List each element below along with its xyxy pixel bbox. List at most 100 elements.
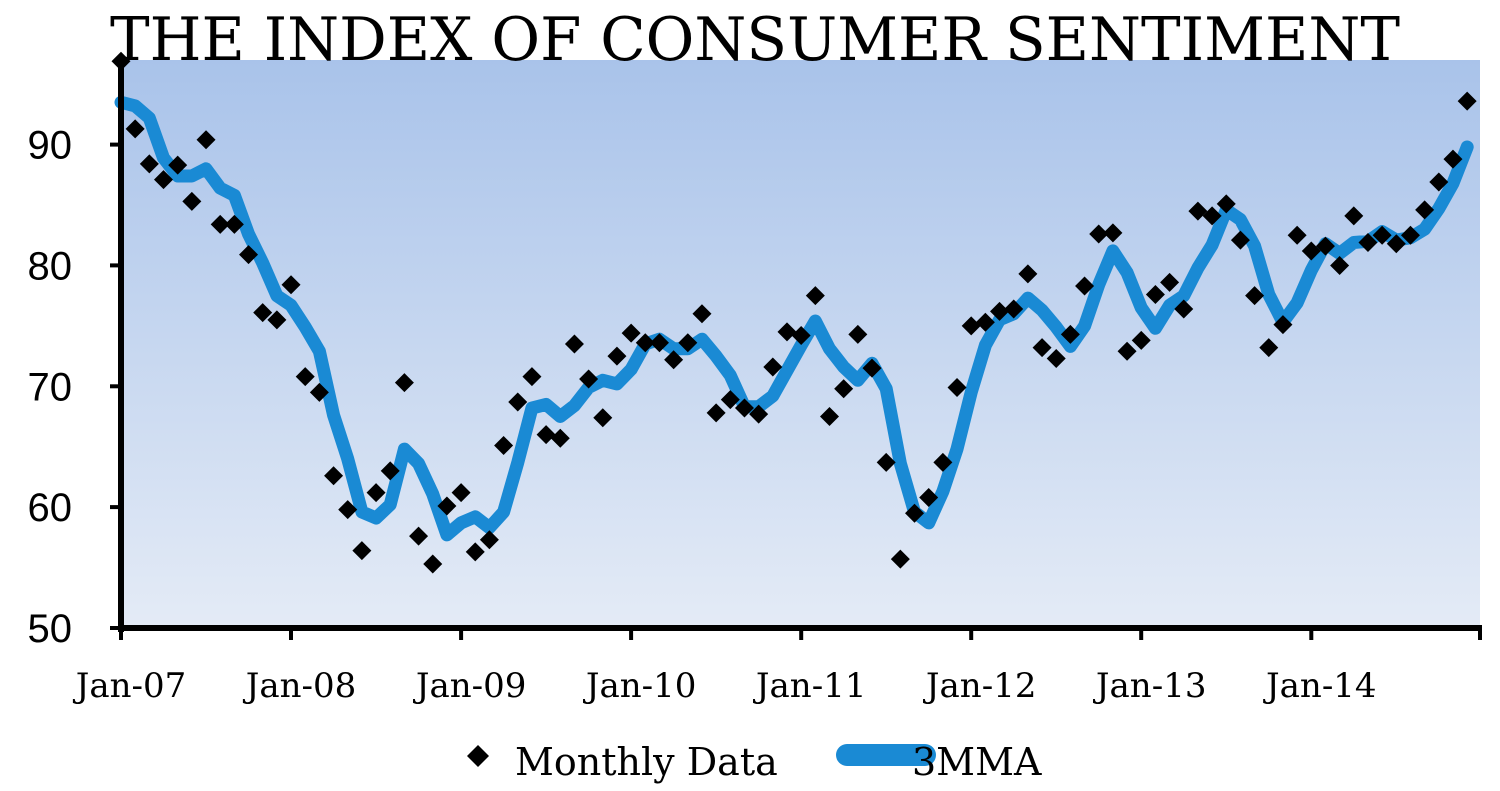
monthly-data-point: [990, 301, 1010, 321]
monthly-data-point: [777, 322, 797, 342]
y-tick-label: 80: [28, 244, 73, 288]
x-axis-ticks: Jan-07 Jan-08 Jan-09 Jan-10 Jan-11 Jan-12 Jan-…: [73, 628, 1482, 706]
monthly-data-point: [536, 425, 556, 445]
monthly-data-point: [720, 390, 740, 410]
monthly-data-point: [1386, 234, 1406, 254]
monthly-data-point: [1032, 338, 1052, 358]
monthly-data-point: [508, 392, 528, 412]
monthly-data-point: [366, 483, 386, 503]
y-tick-label: 50: [28, 607, 73, 651]
monthly-data-point: [423, 554, 443, 574]
legend-label-monthly: Monthly Data: [515, 740, 778, 784]
y-tick-label: 90: [28, 124, 73, 168]
monthly-data-point: [1075, 276, 1095, 296]
monthly-data-point: [593, 408, 613, 428]
monthly-data-point: [1046, 349, 1066, 369]
y-tick-label: 70: [28, 365, 73, 409]
monthly-data-point: [649, 333, 669, 353]
monthly-data-point: [734, 398, 754, 418]
monthly-data-point: [125, 119, 145, 139]
x-tick-label: Jan-14: [1263, 666, 1377, 706]
monthly-data-point: [154, 170, 174, 190]
monthly-data-point: [1060, 324, 1080, 344]
monthly-data-point: [168, 155, 188, 175]
monthly-data-point: [749, 404, 769, 424]
monthly-data-point: [196, 130, 216, 150]
monthly-data-point: [1117, 341, 1137, 361]
x-tick-label: Jan-10: [583, 666, 697, 706]
monthly-data-point: [1216, 194, 1236, 214]
monthly-data-point: [1103, 223, 1123, 243]
monthly-data-point: [139, 154, 159, 174]
monthly-data-point: [919, 487, 939, 507]
legend-diamond-icon: [467, 745, 489, 767]
x-tick-label: Jan-12: [923, 666, 1037, 706]
series-layer: [111, 51, 1477, 574]
monthly-data-point: [1145, 284, 1165, 304]
x-tick-label: Jan-11: [753, 666, 867, 706]
monthly-data-point: [1415, 200, 1435, 220]
monthly-data-point: [805, 286, 825, 306]
monthly-data-point: [607, 346, 627, 366]
x-tick-label: Jan-08: [243, 666, 357, 706]
monthly-data-point: [890, 549, 910, 569]
monthly-data-point: [1174, 299, 1194, 319]
monthly-data-point: [1358, 232, 1378, 252]
monthly-data-point: [947, 378, 967, 398]
monthly-data-point: [1457, 91, 1477, 111]
monthly-data-point: [479, 530, 499, 550]
monthly-data-point: [380, 461, 400, 481]
monthly-data-point: [848, 324, 868, 344]
monthly-data-point: [309, 382, 329, 402]
legend: Monthly Data 3MMA: [467, 740, 1042, 784]
monthly-data-point: [621, 323, 641, 343]
monthly-data-point: [494, 436, 514, 456]
monthly-data-point: [1429, 172, 1449, 192]
monthly-data-point: [706, 403, 726, 423]
monthly-data-point: [1160, 272, 1180, 292]
y-tick-label: 60: [28, 486, 73, 530]
monthly-data-point: [210, 214, 230, 234]
monthly-data-point: [905, 503, 925, 523]
monthly-data-point: [975, 312, 995, 332]
monthly-data-point: [1202, 206, 1222, 226]
x-tick-label: Jan-13: [1093, 666, 1207, 706]
monthly-data-point: [834, 379, 854, 399]
monthly-data-point: [961, 316, 981, 336]
monthly-data-point: [1315, 236, 1335, 256]
monthly-data-point: [763, 357, 783, 377]
monthly-data-point: [224, 214, 244, 234]
monthly-data-point: [1301, 241, 1321, 261]
monthly-data-point: [678, 333, 698, 353]
monthly-data-point: [862, 358, 882, 378]
monthly-data-point: [295, 367, 315, 387]
monthly-data-point: [437, 496, 457, 516]
monthly-data-point: [1400, 225, 1420, 245]
monthly-data-point: [579, 369, 599, 389]
monthly-data-point: [1245, 286, 1265, 306]
monthly-data-point: [1018, 264, 1038, 284]
monthly-data-point: [820, 407, 839, 427]
monthly-data-point: [465, 542, 485, 562]
monthly-data-point: [1004, 299, 1024, 319]
monthly-data-point: [409, 526, 429, 546]
x-tick-label: Jan-07: [73, 666, 187, 706]
monthly-data-point: [338, 500, 358, 520]
monthly-data-point: [635, 333, 655, 353]
monthly-data-point: [253, 303, 273, 323]
monthly-data-point: [1089, 224, 1109, 244]
monthly-data-point: [933, 452, 953, 472]
monthly-data-point: [550, 428, 570, 448]
monthly-data-point: [692, 304, 712, 324]
monthly-data-point: [1330, 255, 1350, 275]
monthly-data-point: [352, 541, 372, 561]
monthly-data-point: [1230, 230, 1250, 250]
monthly-data-point: [1131, 330, 1151, 350]
monthly-data-point: [267, 310, 287, 330]
chart-title: THE INDEX OF CONSUMER SENTIMENT: [110, 5, 1400, 75]
monthly-data-point: [1287, 225, 1307, 245]
monthly-data-point: [281, 275, 301, 295]
monthly-data-point: [522, 367, 542, 387]
monthly-data-point: [394, 373, 414, 393]
monthly-data-point: [791, 326, 811, 346]
